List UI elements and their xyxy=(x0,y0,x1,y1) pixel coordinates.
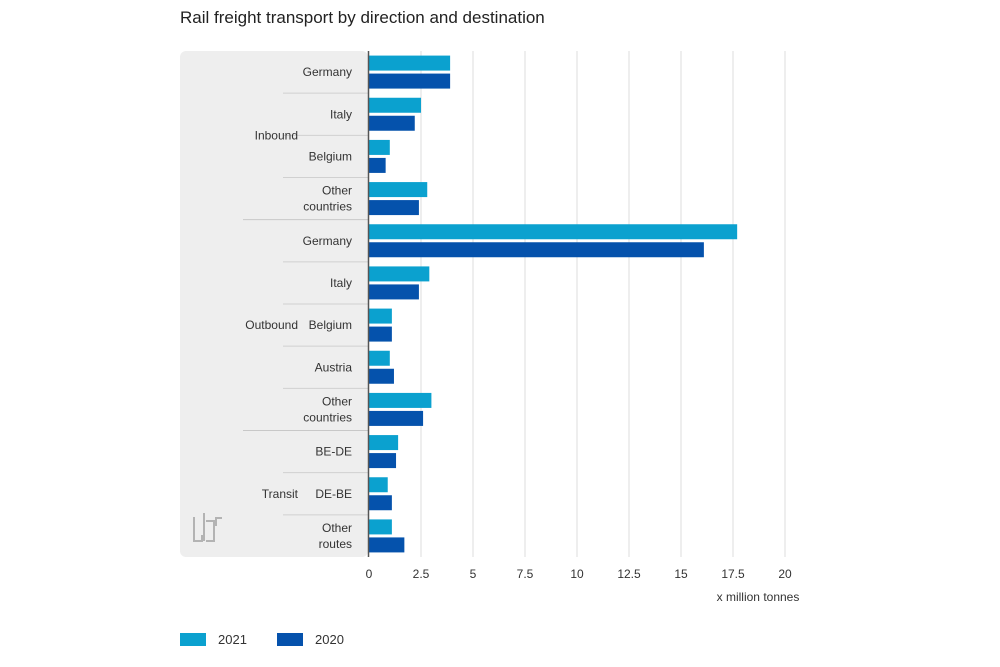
bar-2021 xyxy=(369,519,392,535)
category-label: Belgium xyxy=(309,318,352,332)
bar-2020 xyxy=(369,368,394,384)
bar-2021 xyxy=(369,97,421,113)
group-separators xyxy=(243,92,368,516)
bar-2020 xyxy=(369,242,704,258)
bar-2021 xyxy=(369,308,392,324)
category-label: countries xyxy=(303,200,352,214)
category-label: Other xyxy=(322,184,352,198)
bar-2020 xyxy=(369,410,424,426)
category-label: DE-BE xyxy=(315,487,352,501)
chart-title: Rail freight transport by direction and … xyxy=(180,8,545,27)
bar-2021 xyxy=(369,435,399,451)
bar-2020 xyxy=(369,157,386,173)
legend-swatch-2020 xyxy=(277,633,303,646)
x-axis-label: x million tonnes xyxy=(717,590,800,604)
x-tick-label: 20 xyxy=(778,567,792,581)
category-label: countries xyxy=(303,410,352,424)
legend-item-2020: 2020 xyxy=(277,632,344,647)
grid-lines xyxy=(420,51,786,557)
group-label: Inbound xyxy=(255,128,298,142)
bar-2020 xyxy=(369,200,419,216)
bar-2021 xyxy=(369,477,388,493)
bar-2020 xyxy=(369,495,392,511)
legend-label-2021: 2021 xyxy=(218,632,247,647)
category-label: Germany xyxy=(303,234,352,248)
category-label: BE-DE xyxy=(315,445,352,459)
bar-2021 xyxy=(369,139,390,155)
bar-2020 xyxy=(369,284,419,300)
category-labels: Germany Italy Belgium Other countries Inbound… xyxy=(245,65,352,551)
category-label: Belgium xyxy=(309,149,352,163)
bar-2020 xyxy=(369,326,392,342)
legend-swatch-2021 xyxy=(180,633,206,646)
category-label: Other xyxy=(322,521,352,535)
x-tick-label: 5 xyxy=(470,567,477,581)
bar-2020 xyxy=(369,537,405,553)
category-label: Austria xyxy=(315,360,353,374)
x-tick-label: 2.5 xyxy=(413,567,430,581)
x-tick-labels: 0 2.5 5 7.5 10 12.5 15 17.5 20 xyxy=(366,567,792,581)
x-tick-label: 10 xyxy=(570,567,584,581)
x-tick-label: 0 xyxy=(366,567,373,581)
legend-label-2020: 2020 xyxy=(315,632,344,647)
category-label: Germany xyxy=(303,65,352,79)
legend-item-2021: 2021 xyxy=(180,632,247,647)
x-tick-label: 7.5 xyxy=(517,567,534,581)
bars xyxy=(369,55,738,553)
category-label: Other xyxy=(322,394,352,408)
bar-2020 xyxy=(369,73,451,89)
category-label: Italy xyxy=(330,276,352,290)
cbs-logo-icon xyxy=(193,513,222,542)
bar-2020 xyxy=(369,115,415,131)
bar-2021 xyxy=(369,350,390,366)
bar-2021 xyxy=(369,392,432,408)
x-tick-label: 15 xyxy=(674,567,688,581)
bar-2021 xyxy=(369,55,451,71)
category-label: routes xyxy=(319,537,352,551)
x-tick-label: 17.5 xyxy=(721,567,745,581)
bar-2021 xyxy=(369,182,428,198)
bar-2021 xyxy=(369,224,738,240)
x-tick-label: 12.5 xyxy=(617,567,641,581)
bar-2021 xyxy=(369,266,430,282)
bar-2020 xyxy=(369,453,397,469)
group-label: Outbound xyxy=(245,318,298,332)
category-label: Italy xyxy=(330,107,352,121)
group-label: Transit xyxy=(262,487,299,501)
